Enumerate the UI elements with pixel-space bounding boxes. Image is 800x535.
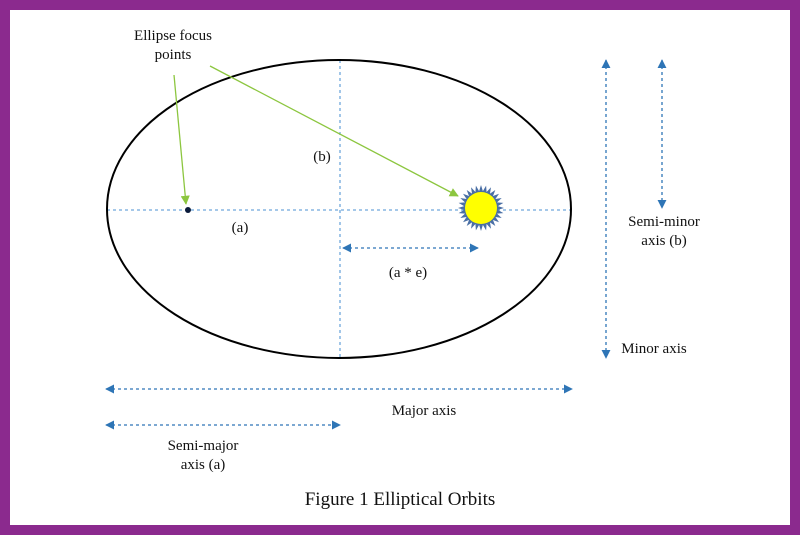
focus-points-label-line1: Ellipse focus [134,28,212,44]
a-label: (a) [231,220,249,236]
major-axis-label: Major axis [391,403,457,419]
focus-pointer-arrow-left [173,74,190,205]
figure-caption: Figure 1 Elliptical Orbits [304,489,496,510]
focus-points-label: Ellipse focus points [118,27,228,65]
sun-icon [458,185,504,231]
minor-axis-label: Minor axis [621,341,687,357]
orbit-ellipse [106,59,572,359]
focus-pointer-arrow-right [209,65,459,197]
b-label: (b) [313,149,331,165]
ae-label: (a * e) [388,265,428,281]
semi-minor-label-line1: Semi-minor [628,214,700,230]
focus-dot-icon [185,207,191,213]
sun-disc [465,192,497,224]
semi-minor-label: Semi-minor axis (b) [614,213,714,251]
semi-minor-label-line2: axis (b) [641,233,687,249]
focus-points-label-line2: points [154,47,192,63]
semi-major-label-line2: axis (a) [180,457,226,473]
semi-major-label-line1: Semi-major [167,438,239,454]
semi-major-label: Semi-major axis (a) [148,437,258,475]
